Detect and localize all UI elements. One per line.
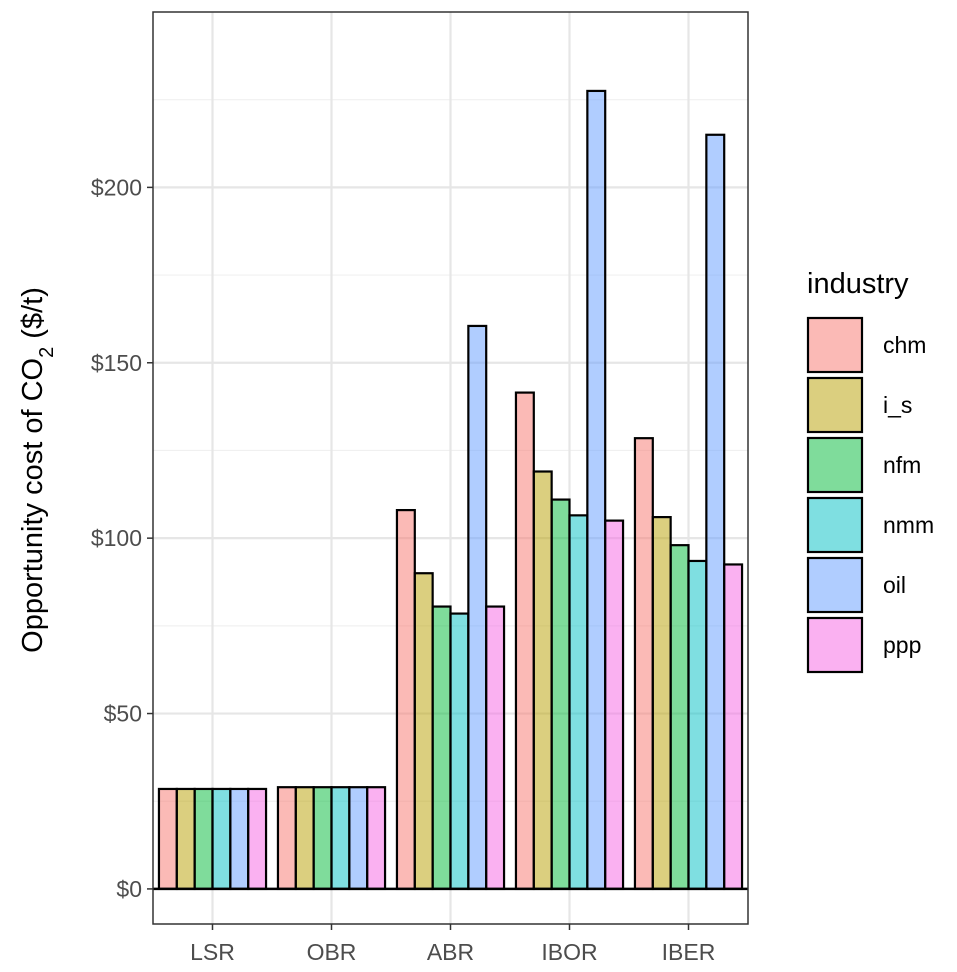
x-tick-label: IBOR bbox=[541, 939, 597, 965]
legend-label-nmm: nmm bbox=[883, 512, 934, 538]
bars bbox=[157, 89, 744, 891]
legend-key-ppp bbox=[806, 616, 864, 674]
bar-nmm-ibor bbox=[568, 514, 589, 891]
x-tick-label: OBR bbox=[307, 939, 357, 965]
bar-nfm-lsr bbox=[193, 787, 214, 891]
legend-label-i_s: i_s bbox=[883, 392, 912, 418]
y-tick-label: $0 bbox=[116, 876, 142, 902]
bar-nmm-abr bbox=[449, 612, 470, 891]
bar-chm-obr bbox=[276, 786, 297, 891]
y-tick-label: $50 bbox=[104, 701, 142, 727]
x-tick-label: ABR bbox=[427, 939, 474, 965]
bar-i_s-ibor bbox=[532, 470, 553, 891]
legend-label-nfm: nfm bbox=[883, 452, 921, 478]
legend-label-chm: chm bbox=[883, 332, 926, 358]
legend-key-chm bbox=[806, 316, 864, 374]
legend-key-nmm bbox=[806, 496, 864, 554]
bar-nfm-obr bbox=[312, 786, 333, 891]
bar-i_s-iber bbox=[651, 516, 672, 891]
bar-i_s-obr bbox=[294, 786, 315, 891]
bar-i_s-lsr bbox=[175, 787, 196, 891]
bar-ppp-abr bbox=[485, 605, 506, 891]
y-axis-title-suffix: ($/t) bbox=[17, 287, 49, 347]
legend-key-oil bbox=[806, 556, 864, 614]
bar-chm-iber bbox=[633, 437, 654, 891]
y-axis-ticks: $0 $50 $100 $150 $200 bbox=[91, 174, 153, 902]
x-tick-label: LSR bbox=[190, 939, 235, 965]
y-axis-title: Opportunity cost of CO2 ($/t) bbox=[17, 287, 58, 653]
legend-title: industry bbox=[807, 268, 909, 300]
y-tick-label: $150 bbox=[91, 350, 142, 376]
bar-oil-ibor bbox=[586, 89, 607, 891]
x-axis-ticks: LSR OBR ABR IBOR IBER bbox=[190, 924, 715, 965]
bar-nfm-abr bbox=[431, 605, 452, 891]
bar-nmm-iber bbox=[687, 559, 708, 891]
y-axis-title-prefix: Opportunity cost of CO bbox=[17, 358, 49, 653]
x-tick-label: IBER bbox=[662, 939, 716, 965]
legend-label-ppp: ppp bbox=[883, 632, 921, 658]
bar-oil-iber bbox=[705, 133, 726, 891]
bar-oil-abr bbox=[467, 324, 488, 891]
legend-key-nfm bbox=[806, 436, 864, 494]
bar-chm-ibor bbox=[514, 391, 535, 891]
bar-nmm-obr bbox=[330, 786, 351, 891]
y-tick-label: $200 bbox=[91, 174, 142, 200]
bar-nfm-ibor bbox=[550, 498, 571, 891]
legend-key-i_s bbox=[806, 376, 864, 434]
bar-chm-lsr bbox=[157, 787, 178, 891]
bar-i_s-abr bbox=[413, 572, 434, 891]
bar-nmm-lsr bbox=[211, 787, 232, 891]
y-tick-label: $100 bbox=[91, 525, 142, 551]
bar-chm-abr bbox=[395, 508, 416, 891]
bar-nfm-iber bbox=[669, 544, 690, 891]
legend-label-oil: oil bbox=[883, 572, 906, 598]
bar-oil-lsr bbox=[229, 787, 250, 891]
y-axis-title-subscript: 2 bbox=[36, 347, 58, 358]
bar-ppp-iber bbox=[723, 563, 744, 891]
bar-ppp-obr bbox=[366, 786, 387, 891]
bar-ppp-ibor bbox=[604, 519, 625, 891]
bar-ppp-lsr bbox=[247, 787, 268, 891]
bar-oil-obr bbox=[348, 786, 369, 891]
